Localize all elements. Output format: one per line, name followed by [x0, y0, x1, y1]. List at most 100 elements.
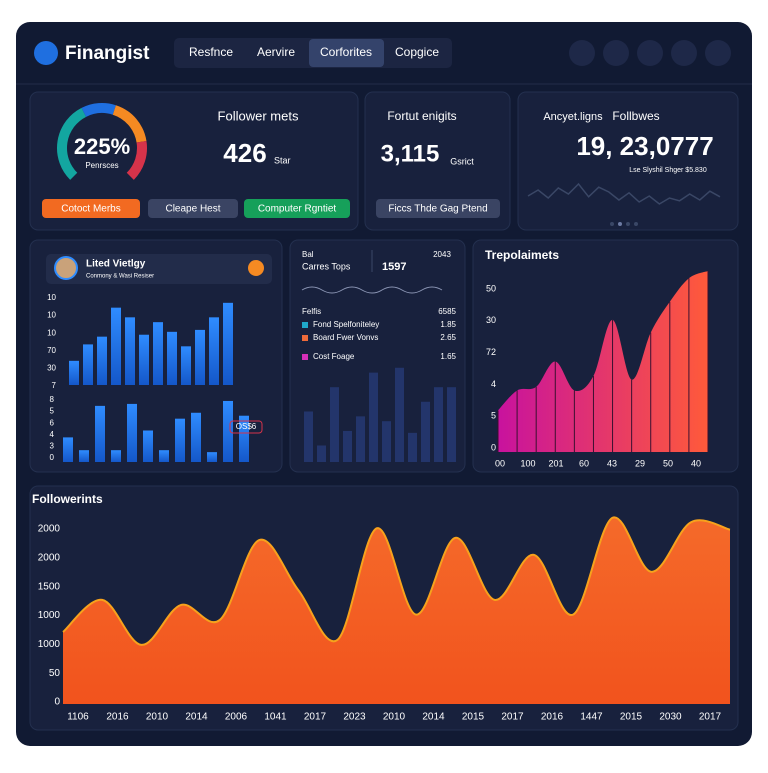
card-title: Followerints	[32, 492, 103, 506]
heading: Carres Tops	[302, 261, 351, 271]
item-value: 6585	[438, 307, 456, 316]
profile-bar	[46, 254, 272, 284]
item-value: 1.65	[440, 352, 456, 361]
pager-dot	[610, 222, 614, 226]
button[interactable]	[42, 199, 140, 218]
card-title: Ancyet.ligns	[543, 111, 603, 123]
stat-value: 19, 23,0777	[576, 131, 713, 161]
bar	[223, 302, 233, 385]
logo: Finangist	[65, 43, 150, 64]
y-axis-label: 1500	[38, 581, 61, 592]
bar	[95, 405, 105, 462]
x-axis-label: 1447	[580, 712, 603, 723]
profile-name: Lited Vietlgy	[86, 259, 146, 270]
y-axis-label: 0	[491, 442, 496, 452]
x-axis-label: 2015	[462, 712, 485, 723]
gauge-caption: Penrsces	[85, 161, 118, 170]
y-axis-label: 30	[47, 364, 56, 373]
stat-value: 3,115	[381, 140, 440, 167]
tab-active[interactable]	[309, 39, 384, 67]
x-axis-label: 2006	[225, 712, 248, 723]
bar	[395, 367, 404, 462]
tag: OS$6	[236, 422, 257, 431]
card	[364, 91, 511, 231]
bar	[181, 346, 191, 385]
x-axis-label: 2023	[343, 712, 366, 723]
x-axis-label: 201	[548, 458, 563, 468]
card	[29, 91, 359, 231]
button-label: Ficcs Thde Gag Ptend	[388, 204, 487, 215]
item-name: Felfis	[302, 307, 321, 316]
pager-dot	[618, 222, 622, 226]
item-value: 1.85	[440, 320, 456, 329]
button-label: Cleape Hest	[165, 204, 220, 215]
bar	[239, 415, 249, 462]
icon-button[interactable]	[705, 40, 731, 66]
bar	[223, 400, 233, 462]
y-axis-label: 10	[47, 293, 56, 302]
bar	[343, 430, 352, 462]
y-axis-label: 3	[50, 442, 55, 451]
stat-unit: Gsrict	[450, 156, 474, 166]
x-axis-label: 2010	[383, 712, 406, 723]
bar	[125, 317, 135, 385]
y-axis-label: 70	[47, 346, 56, 355]
bar	[382, 421, 391, 462]
x-axis-label: 2016	[106, 712, 129, 723]
bar	[408, 432, 417, 462]
card-subtitle: Follbwes	[612, 109, 659, 123]
legend-swatch	[302, 354, 308, 360]
bar	[304, 411, 313, 462]
bar	[79, 450, 89, 462]
sparkline	[527, 182, 721, 205]
bar	[191, 412, 201, 462]
x-axis-label: 2017	[304, 712, 327, 723]
x-axis-label: 2014	[422, 712, 445, 723]
card-title: Follower mets	[218, 108, 299, 123]
note: Lse Slyshil Shger $5.830	[629, 167, 707, 174]
tab: Aervire	[257, 45, 295, 59]
wave	[301, 286, 443, 294]
x-axis-label: 29	[635, 458, 645, 468]
icon-button[interactable]	[603, 40, 629, 66]
gauge-arc	[81, 103, 116, 117]
bar	[195, 329, 205, 385]
button-label: Computer Rgntiet	[258, 204, 337, 215]
gauge-arc	[57, 107, 87, 180]
button[interactable]	[376, 199, 500, 218]
bar	[330, 387, 339, 462]
tab: Corforites	[320, 45, 372, 59]
y-axis-label: 4	[491, 379, 496, 389]
bar	[127, 403, 137, 462]
x-axis-label: 2030	[659, 712, 682, 723]
button[interactable]	[148, 199, 238, 218]
y-axis-label: 50	[486, 283, 496, 293]
y-axis-label: 6	[50, 418, 55, 427]
button[interactable]	[244, 199, 350, 218]
card	[517, 91, 739, 231]
y-axis-label: 0	[50, 453, 55, 462]
x-axis-label: 40	[691, 458, 701, 468]
x-axis-label: 2015	[620, 712, 643, 723]
gauge-arc	[112, 105, 147, 143]
x-axis-label: 43	[607, 458, 617, 468]
bar	[369, 372, 378, 462]
card-title: Trepolaimets	[485, 248, 559, 262]
stat: 1597	[382, 261, 406, 273]
icon-button[interactable]	[569, 40, 595, 66]
x-axis-label: 2014	[185, 712, 208, 723]
x-axis-label: 50	[663, 458, 673, 468]
x-axis-label: 60	[579, 458, 589, 468]
bar	[111, 307, 121, 385]
stat: 2043	[433, 250, 451, 259]
bar	[207, 452, 217, 462]
badge[interactable]	[248, 260, 264, 276]
stat-value: 426	[223, 138, 266, 168]
button-label: Cotoct Merbs	[61, 204, 120, 215]
item-name: Board Fwer Vonvs	[313, 333, 378, 342]
icon-button[interactable]	[637, 40, 663, 66]
x-axis-label: 00	[495, 458, 505, 468]
bar	[421, 401, 430, 462]
icon-button[interactable]	[671, 40, 697, 66]
